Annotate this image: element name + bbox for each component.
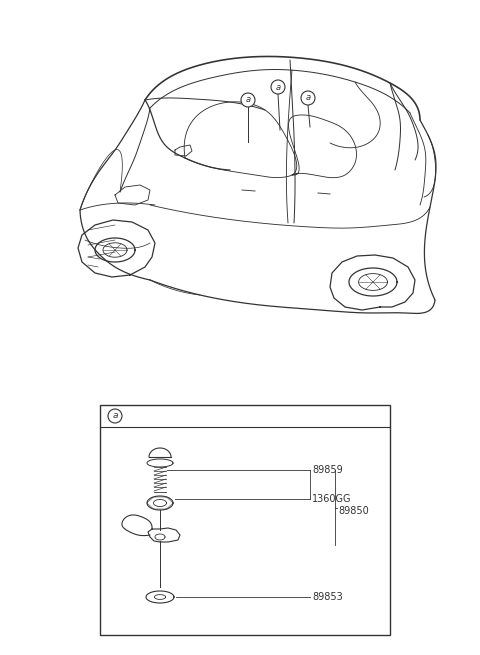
Circle shape — [108, 409, 122, 423]
Circle shape — [301, 91, 315, 105]
Text: a: a — [112, 411, 118, 421]
Bar — [100, 405, 390, 635]
Text: a: a — [276, 83, 281, 92]
Text: 89853: 89853 — [312, 592, 343, 602]
Text: a: a — [245, 96, 251, 105]
Circle shape — [241, 93, 255, 107]
Circle shape — [271, 80, 285, 94]
Text: 89850: 89850 — [338, 506, 369, 516]
Text: a: a — [305, 94, 311, 102]
Text: 1360GG: 1360GG — [312, 494, 351, 504]
Text: 89859: 89859 — [312, 465, 343, 475]
